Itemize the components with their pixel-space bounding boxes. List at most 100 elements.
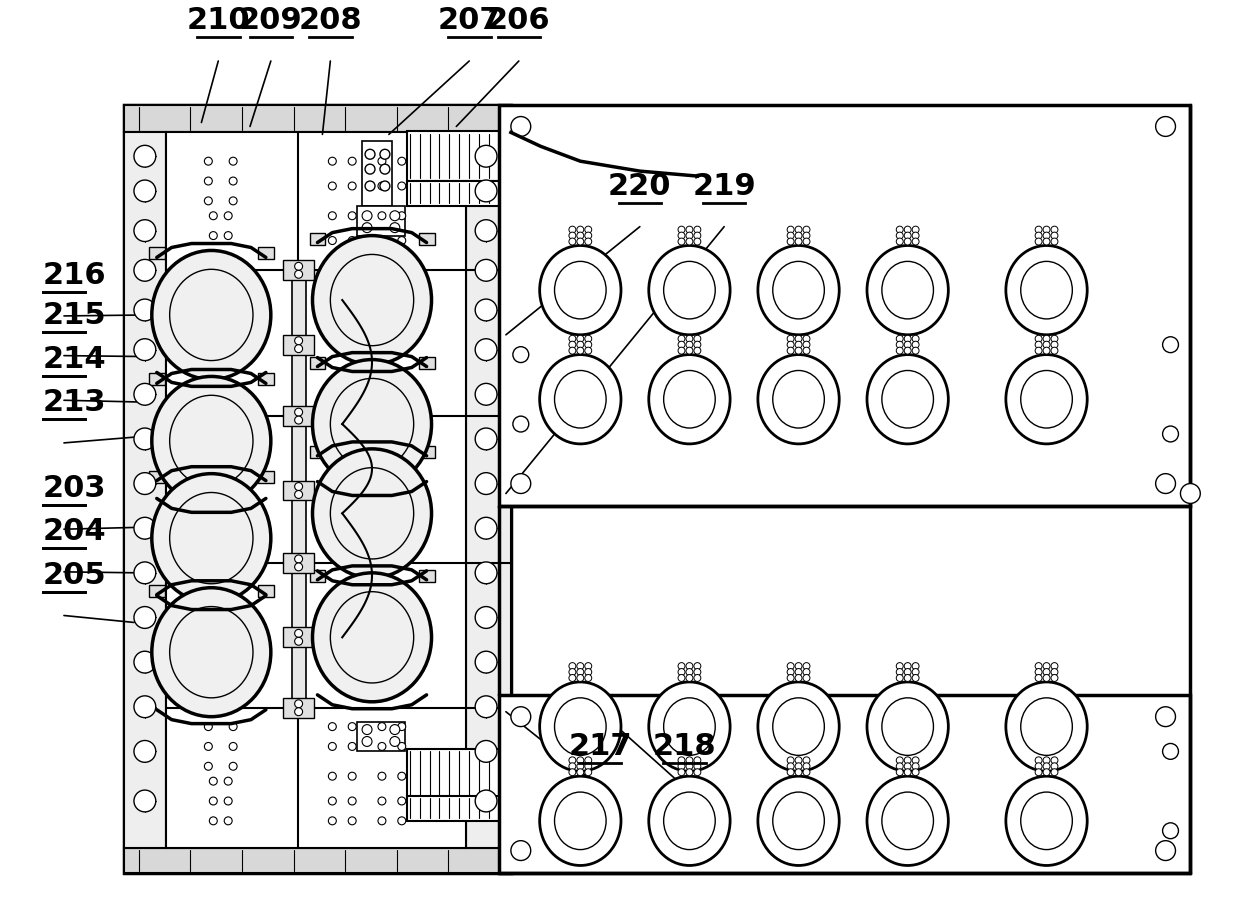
Circle shape — [1052, 668, 1058, 676]
Circle shape — [678, 675, 684, 681]
Bar — [124, 104, 511, 873]
Circle shape — [1156, 473, 1176, 494]
Circle shape — [904, 668, 911, 676]
Ellipse shape — [330, 378, 414, 470]
Text: 210: 210 — [186, 6, 250, 35]
Circle shape — [694, 769, 701, 775]
Bar — [498, 695, 1190, 873]
Circle shape — [678, 342, 684, 348]
Circle shape — [205, 723, 212, 731]
Circle shape — [787, 342, 794, 348]
Circle shape — [787, 335, 794, 342]
Text: 220: 220 — [608, 172, 672, 201]
Circle shape — [1163, 822, 1178, 839]
Circle shape — [897, 675, 903, 681]
Circle shape — [795, 663, 802, 669]
Bar — [310, 233, 325, 245]
Circle shape — [1043, 347, 1050, 354]
Circle shape — [569, 232, 575, 239]
Circle shape — [295, 344, 303, 353]
Circle shape — [694, 757, 701, 764]
Circle shape — [475, 606, 497, 629]
Circle shape — [569, 347, 575, 354]
Circle shape — [1052, 226, 1058, 234]
Circle shape — [787, 668, 794, 676]
Bar — [310, 446, 325, 458]
Circle shape — [475, 383, 497, 405]
Circle shape — [378, 723, 386, 731]
Circle shape — [229, 157, 237, 165]
Circle shape — [686, 238, 693, 245]
Circle shape — [1052, 762, 1058, 770]
Ellipse shape — [773, 792, 825, 849]
Circle shape — [134, 383, 156, 405]
Bar — [283, 698, 315, 718]
Circle shape — [210, 211, 217, 220]
Circle shape — [205, 197, 212, 205]
Circle shape — [295, 629, 303, 637]
Circle shape — [804, 675, 810, 681]
Circle shape — [897, 238, 903, 245]
Bar — [258, 471, 274, 483]
Circle shape — [329, 236, 336, 245]
Circle shape — [229, 177, 237, 185]
Circle shape — [378, 773, 386, 780]
Circle shape — [1043, 769, 1050, 775]
Text: 206: 206 — [487, 6, 551, 35]
Text: 216: 216 — [42, 261, 107, 290]
Ellipse shape — [882, 698, 934, 755]
Circle shape — [389, 737, 399, 747]
Circle shape — [362, 210, 372, 221]
Circle shape — [694, 675, 701, 681]
Circle shape — [1043, 663, 1050, 669]
Circle shape — [694, 762, 701, 770]
Ellipse shape — [539, 246, 621, 335]
Circle shape — [686, 769, 693, 775]
Text: 215: 215 — [42, 301, 107, 330]
Circle shape — [897, 762, 903, 770]
Circle shape — [585, 232, 591, 239]
Circle shape — [678, 663, 684, 669]
Circle shape — [348, 797, 356, 805]
Circle shape — [329, 723, 336, 731]
Circle shape — [229, 197, 237, 205]
Circle shape — [1052, 769, 1058, 775]
Circle shape — [224, 817, 232, 825]
Ellipse shape — [773, 698, 825, 755]
Ellipse shape — [663, 792, 715, 849]
Circle shape — [348, 211, 356, 220]
Circle shape — [897, 668, 903, 676]
Bar — [419, 233, 434, 245]
Circle shape — [1035, 663, 1042, 669]
Circle shape — [897, 342, 903, 348]
Ellipse shape — [539, 354, 621, 444]
Circle shape — [398, 236, 405, 245]
Circle shape — [787, 675, 794, 681]
Circle shape — [686, 663, 693, 669]
Circle shape — [378, 182, 386, 190]
Ellipse shape — [312, 360, 432, 488]
Bar — [258, 374, 274, 386]
Circle shape — [379, 150, 389, 159]
Circle shape — [804, 668, 810, 676]
Circle shape — [795, 675, 802, 681]
Ellipse shape — [554, 698, 606, 755]
Circle shape — [511, 841, 531, 860]
Circle shape — [365, 150, 374, 159]
Circle shape — [134, 428, 156, 450]
Circle shape — [210, 797, 217, 805]
Circle shape — [511, 707, 531, 726]
Circle shape — [694, 347, 701, 354]
Bar — [407, 131, 501, 181]
Circle shape — [913, 663, 919, 669]
Circle shape — [913, 226, 919, 234]
Circle shape — [694, 668, 701, 676]
Circle shape — [329, 211, 336, 220]
Circle shape — [1043, 757, 1050, 764]
Circle shape — [904, 663, 911, 669]
Circle shape — [1035, 762, 1042, 770]
Circle shape — [795, 335, 802, 342]
Circle shape — [329, 797, 336, 805]
Circle shape — [904, 232, 911, 239]
Circle shape — [475, 696, 497, 718]
